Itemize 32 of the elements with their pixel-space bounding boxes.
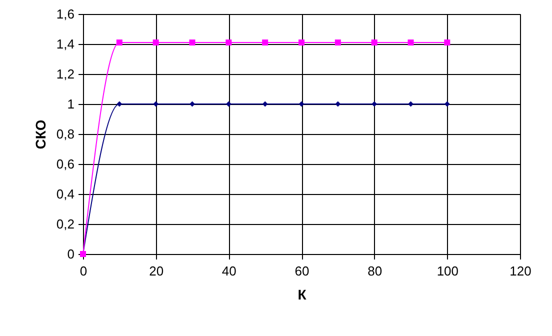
y-tick-label: 0 [67, 246, 74, 262]
y-tick-label: 1,6 [56, 6, 74, 22]
x-tick-label: 120 [510, 264, 532, 278]
point [334, 40, 341, 46]
point [116, 101, 122, 107]
point [262, 101, 268, 107]
x-tick-label: 20 [149, 264, 164, 278]
point [371, 40, 378, 46]
x-tick-label: 0 [80, 264, 88, 278]
y-tick-label: 0,6 [56, 156, 74, 172]
point [444, 40, 450, 46]
y-tick-label: 0,2 [56, 216, 74, 232]
point [189, 40, 196, 46]
y-tick-label: 0,4 [56, 186, 74, 202]
point [298, 101, 304, 107]
point [298, 40, 304, 46]
x-tick-label: 60 [294, 264, 310, 278]
x-tick-label: 100 [436, 264, 459, 278]
point [226, 40, 232, 46]
point [116, 40, 122, 46]
x-tick-label: 80 [368, 264, 382, 278]
point [262, 40, 268, 46]
y-axis-title: СКО [32, 120, 48, 150]
point [335, 101, 341, 107]
x-axis-title: К [298, 286, 307, 302]
point [408, 40, 414, 46]
y-tick-label: 1 [67, 96, 74, 112]
y-tick-label: 0,8 [56, 126, 74, 142]
y-tick-label: 1,4 [56, 36, 74, 52]
y-tick-label: 1,2 [56, 66, 74, 82]
x-tick-label: 40 [222, 264, 236, 278]
point [152, 40, 159, 46]
